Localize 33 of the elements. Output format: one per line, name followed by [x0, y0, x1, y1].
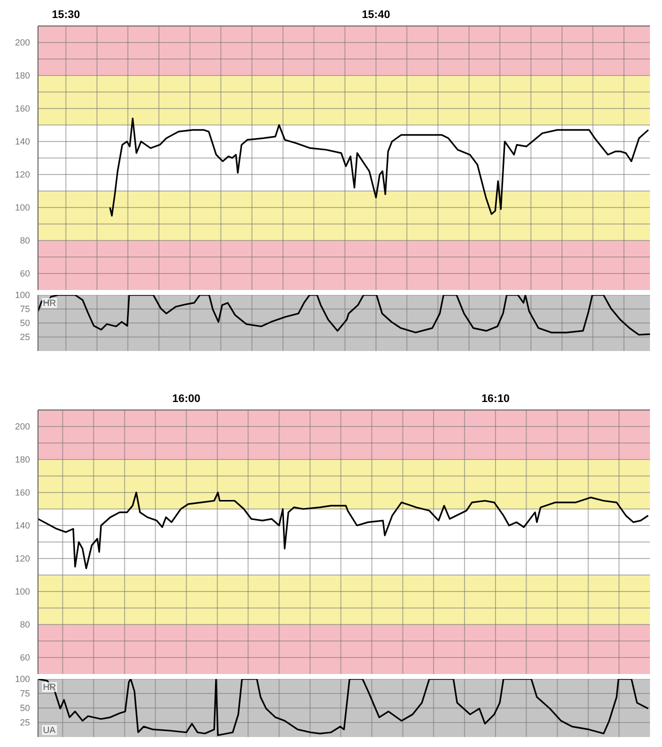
y-tick-label: 160	[14, 104, 30, 114]
x-tick-label: 16:00	[172, 393, 200, 405]
y-tick-label: 120	[14, 170, 30, 180]
y-tick-label: 80	[20, 620, 30, 630]
line-series	[109, 118, 650, 217]
annotation: UA	[42, 725, 57, 735]
y-tick-label: 140	[14, 520, 30, 531]
annotation: HR	[42, 682, 57, 692]
y-tick-label: 60	[20, 268, 30, 279]
x-tick-label: 15:30	[52, 9, 80, 21]
y-tick-label: 100	[14, 674, 30, 684]
y-tick-label: 180	[14, 454, 30, 465]
y-tick-label: 100	[14, 202, 30, 213]
line-series	[38, 295, 650, 336]
line-series	[38, 492, 649, 570]
y-tick-label: 100	[14, 586, 30, 597]
x-tick-label: 15:40	[362, 9, 390, 21]
y-tick-label: 160	[14, 488, 30, 498]
y-tick-label: 50	[20, 703, 30, 714]
y-tick-label: 50	[20, 318, 30, 328]
y-tick-label: 80	[20, 236, 30, 246]
y-tick-label: 75	[20, 688, 30, 699]
y-tick-label: 140	[14, 136, 30, 147]
y-tick-label: 180	[14, 70, 30, 81]
y-tick-label: 60	[20, 652, 30, 663]
y-tick-label: 25	[20, 332, 30, 342]
y-tick-label: 25	[20, 718, 30, 728]
y-tick-label: 200	[14, 38, 30, 48]
y-tick-label: 200	[14, 422, 30, 432]
x-tick-label: 16:10	[481, 393, 510, 405]
y-tick-label: 75	[20, 304, 30, 314]
y-tick-label: 120	[14, 554, 30, 564]
y-tick-label: 100	[14, 290, 30, 300]
